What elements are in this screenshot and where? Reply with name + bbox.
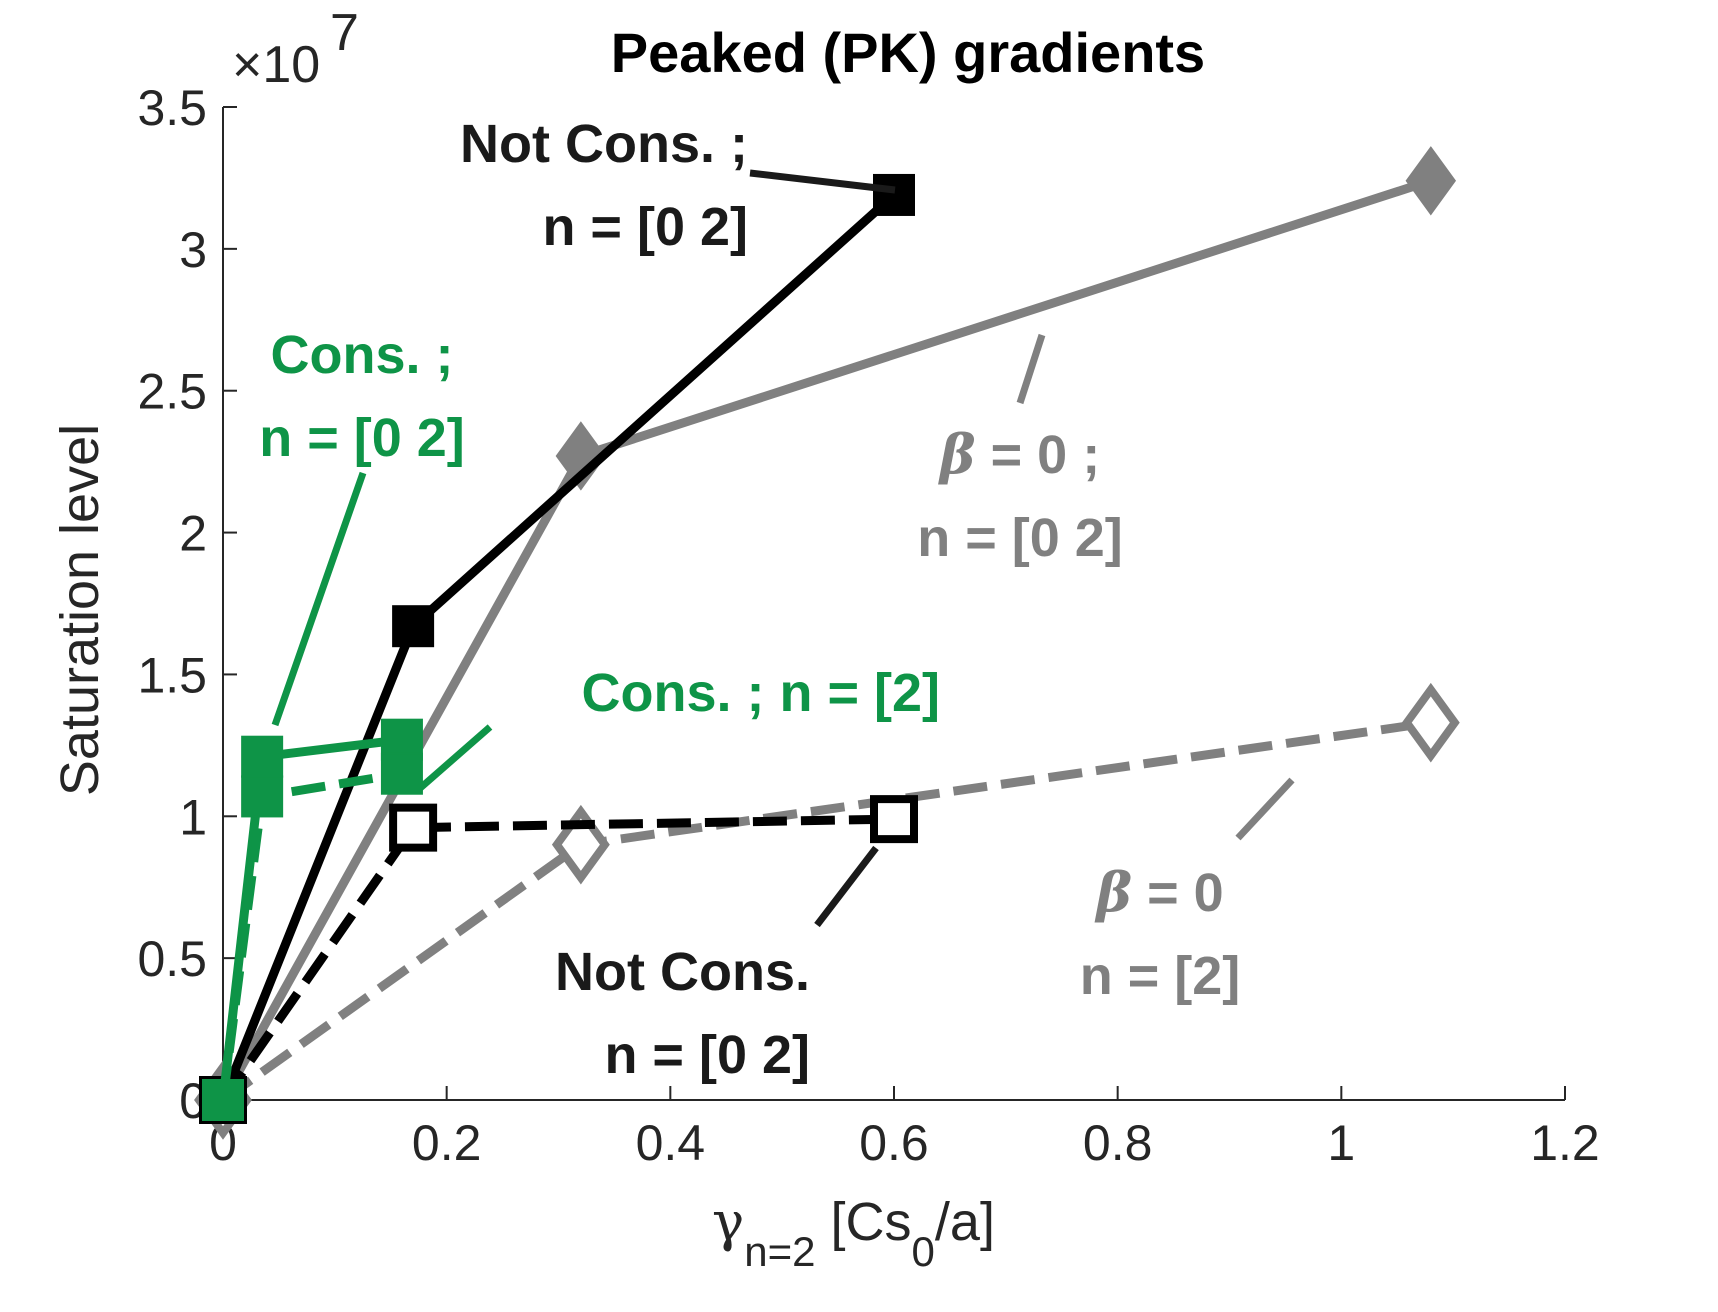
x-tick-label: 0.2 bbox=[412, 1115, 482, 1171]
data-point bbox=[873, 173, 915, 216]
x-label-sub: n=2 bbox=[744, 1228, 815, 1275]
labels-group: Not Cons. ; n = [0 2] Cons. ; n = [0 2] Cons… bbox=[259, 114, 1240, 1085]
annotation-text: n = [0 2] bbox=[542, 197, 748, 257]
annotation-rest: = 0 ; bbox=[976, 425, 1101, 485]
data-point bbox=[1401, 682, 1460, 763]
y-tick-label: 3.5 bbox=[137, 80, 207, 136]
x-tick-label: 0.6 bbox=[859, 1115, 929, 1171]
x-tick-label: 1.2 bbox=[1530, 1115, 1600, 1171]
beta-symbol: β bbox=[1094, 860, 1132, 924]
data-point bbox=[870, 795, 918, 844]
data-point bbox=[202, 1079, 244, 1121]
data-point bbox=[241, 775, 284, 818]
annotation-leader bbox=[1235, 777, 1295, 841]
annotation-text: n = [2] bbox=[1080, 946, 1241, 1006]
annotation-text: Not Cons. ; bbox=[460, 114, 748, 174]
data-point bbox=[241, 735, 284, 778]
beta-symbol: β bbox=[938, 422, 976, 486]
x-label-symbol: γ bbox=[712, 1190, 744, 1253]
annotation-text: Cons. ; n = [2] bbox=[581, 663, 940, 723]
data-point bbox=[389, 803, 438, 852]
x-tick-label: 0.4 bbox=[636, 1115, 706, 1171]
y-multiplier-exponent: 7 bbox=[330, 4, 359, 62]
y-tick-label: 0.5 bbox=[137, 931, 207, 987]
y-tick-label: 1 bbox=[179, 789, 207, 845]
data-point bbox=[1405, 146, 1457, 216]
annotation-leader bbox=[271, 471, 367, 727]
x-label-unit-close: /a] bbox=[935, 1192, 995, 1252]
annotation-leader bbox=[1016, 333, 1046, 405]
y-tick-label: 2 bbox=[179, 506, 207, 562]
data-point bbox=[555, 421, 607, 491]
series-line bbox=[219, 814, 895, 1103]
y-tick-label: 1.5 bbox=[137, 647, 207, 703]
annotation-text: n = [0 2] bbox=[917, 508, 1123, 568]
x-label-unit-sub: 0 bbox=[912, 1228, 935, 1275]
data-point bbox=[392, 605, 435, 648]
x-tick-label: 1 bbox=[1327, 1115, 1355, 1171]
y-axis-label: Saturation level bbox=[50, 424, 110, 796]
series-group bbox=[194, 146, 1460, 1140]
y-multiplier: ×10 bbox=[232, 36, 320, 94]
series-5 bbox=[202, 752, 423, 1121]
y-tick-label: 3 bbox=[179, 222, 207, 278]
annotation-text: Not Cons. bbox=[555, 942, 810, 1002]
annotation-leader bbox=[749, 169, 896, 194]
annotation-text: Cons. ; bbox=[271, 325, 454, 385]
x-axis-label: γn=2 [Cs0/a] bbox=[712, 1190, 995, 1275]
annotation-rest: = 0 bbox=[1132, 863, 1224, 923]
x-label-unit: [Cs bbox=[816, 1192, 912, 1252]
annotation-text: β = 0 bbox=[1094, 860, 1223, 924]
y-tick-label: 2.5 bbox=[137, 364, 207, 420]
x-tick-label: 0.8 bbox=[1083, 1115, 1153, 1171]
annotation-leader bbox=[814, 845, 879, 928]
axes: 0 0.2 0.4 0.6 0.8 1 1.200.511.522.533.5×107 Pea… bbox=[50, 4, 1600, 1275]
leader-lines bbox=[271, 169, 1295, 928]
annotation-leader bbox=[415, 724, 493, 793]
chart-title: Peaked (PK) gradients bbox=[611, 21, 1205, 84]
annotation-text: n = [0 2] bbox=[604, 1025, 810, 1085]
annotation-text: β = 0 ; bbox=[938, 422, 1100, 486]
annotation-text: n = [0 2] bbox=[259, 408, 465, 468]
data-point bbox=[380, 752, 423, 795]
